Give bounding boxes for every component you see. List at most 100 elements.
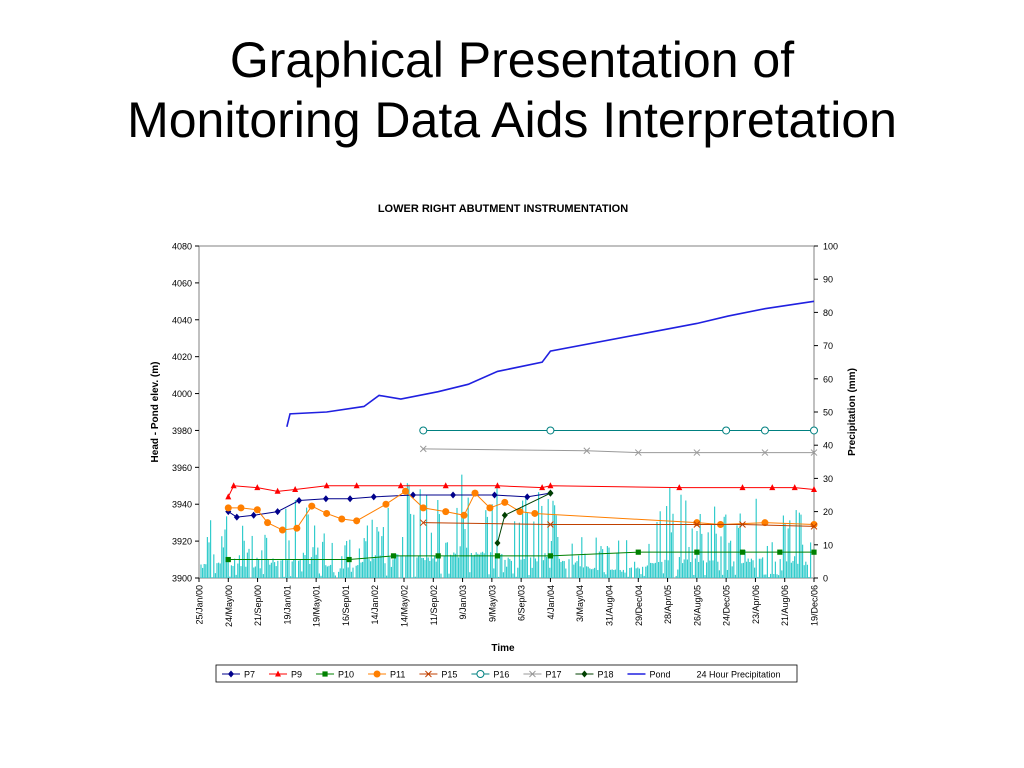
x-tick-label: 19/May/01 bbox=[312, 585, 322, 627]
legend: P7 P9 P10 P11 P15 P16 P17 P18 Pond 24 Hour Precip… bbox=[222, 670, 781, 680]
data-point-p9 bbox=[791, 484, 798, 491]
data-point-p11 bbox=[293, 524, 301, 532]
legend-item-p11: P11 bbox=[368, 670, 405, 680]
y-tick-label: 4000 bbox=[172, 389, 192, 399]
y2-tick-label: 80 bbox=[823, 308, 833, 318]
data-point-p10 bbox=[346, 556, 352, 563]
data-point-p7 bbox=[370, 493, 377, 501]
marker-stroke bbox=[425, 670, 432, 678]
data-point-p11 bbox=[419, 504, 427, 512]
slide-title-line-2: Monitoring Data Aids Interpretation bbox=[127, 92, 897, 148]
marker-stroke bbox=[419, 519, 427, 527]
data-point-p16 bbox=[722, 426, 731, 435]
data-point-p18 bbox=[501, 511, 508, 519]
series-line-p17 bbox=[423, 448, 814, 454]
x-tick-label: 21/Sep/00 bbox=[253, 585, 263, 626]
data-point-p7 bbox=[233, 513, 240, 521]
x-tick-label: 14/Jan/02 bbox=[370, 585, 380, 625]
data-point-p11 bbox=[531, 509, 539, 517]
x-tick-label: 21/Aug/06 bbox=[780, 585, 790, 626]
data-point-p9 bbox=[225, 493, 232, 500]
x-tick-label: 26/Aug/05 bbox=[692, 585, 702, 626]
series-p17 bbox=[419, 445, 818, 456]
data-point-p11 bbox=[278, 526, 286, 534]
data-point-p11 bbox=[353, 517, 361, 525]
marker-stroke bbox=[634, 449, 642, 456]
legend-label: P17 bbox=[545, 670, 561, 680]
legend-marker bbox=[373, 670, 381, 678]
data-point-p7 bbox=[491, 491, 498, 499]
marker-stroke bbox=[693, 449, 701, 456]
x-tick-label: 19/Dec/06 bbox=[810, 585, 820, 626]
series-p10 bbox=[225, 549, 817, 563]
y-tick-label: 3960 bbox=[172, 463, 192, 473]
data-point-p17 bbox=[693, 449, 701, 456]
data-point-p9 bbox=[397, 482, 404, 489]
legend-item-p15: P15 bbox=[419, 670, 457, 680]
y-tick-label: 3900 bbox=[172, 574, 192, 584]
data-point-p7 bbox=[347, 495, 354, 503]
data-point-p7 bbox=[296, 497, 303, 505]
series-layer bbox=[224, 300, 818, 563]
precipitation-layer bbox=[200, 474, 812, 578]
series-line-pond bbox=[286, 300, 815, 427]
y2-axis-label: Precipitation (mm) bbox=[847, 368, 858, 456]
data-point-p18 bbox=[547, 489, 554, 497]
data-point-p10 bbox=[777, 549, 783, 555]
y-axis-label: Head - Pond elev. (m) bbox=[150, 362, 161, 463]
data-point-p11 bbox=[486, 504, 494, 512]
x-tick-label: 31/Aug/04 bbox=[605, 585, 615, 626]
x-tick-label: 3/May/04 bbox=[575, 585, 585, 622]
x-tick-label: 6/Sep/03 bbox=[517, 585, 527, 621]
data-point-p11 bbox=[253, 506, 261, 514]
data-point-p11 bbox=[224, 504, 232, 512]
data-point-p11 bbox=[338, 515, 346, 523]
chart-title: LOWER RIGHT ABUTMENT INSTRUMENTATION bbox=[378, 203, 628, 215]
legend-item-p18: P18 bbox=[575, 670, 613, 680]
data-point-p7 bbox=[410, 491, 417, 499]
data-point-p11 bbox=[264, 519, 272, 527]
data-point-p7 bbox=[450, 491, 457, 499]
data-point-p17 bbox=[810, 449, 818, 456]
x-tick-label: 9/Jan/03 bbox=[458, 585, 468, 620]
data-point-p11 bbox=[471, 489, 479, 497]
x-axis-label: Time bbox=[491, 643, 515, 654]
x-tick-label: 16/Sep/01 bbox=[341, 585, 351, 626]
data-point-p9 bbox=[353, 482, 360, 489]
data-point-p9 bbox=[254, 484, 261, 491]
series-p16 bbox=[419, 426, 818, 435]
data-point-p11 bbox=[382, 500, 390, 508]
y2-tick-label: 10 bbox=[823, 540, 833, 550]
data-point-p17 bbox=[419, 445, 427, 453]
data-point-p10 bbox=[225, 556, 231, 563]
data-point-p10 bbox=[739, 549, 746, 555]
legend-label: P15 bbox=[441, 670, 457, 680]
data-point-p9 bbox=[811, 485, 817, 492]
y2-tick-label: 30 bbox=[823, 474, 833, 484]
data-point-p11 bbox=[442, 508, 450, 516]
data-point-p11 bbox=[308, 502, 316, 510]
legend-label: P18 bbox=[597, 670, 613, 680]
x-tick-label: 4/Jan/04 bbox=[546, 585, 556, 620]
data-point-p7 bbox=[250, 511, 257, 519]
data-point-p17 bbox=[634, 449, 642, 456]
legend-item-p16: P16 bbox=[471, 670, 509, 680]
y2-tick-label: 50 bbox=[823, 408, 833, 418]
data-point-p15 bbox=[693, 521, 701, 528]
data-point-p9 bbox=[323, 482, 330, 489]
y-tick-label: 4060 bbox=[172, 278, 192, 288]
data-point-p10 bbox=[694, 549, 700, 555]
legend-marker bbox=[228, 670, 234, 678]
legend-marker bbox=[581, 670, 588, 678]
data-point-p11 bbox=[401, 487, 409, 495]
x-tick-label: 11/Sep/02 bbox=[429, 585, 439, 625]
x-tick-label: 24/May/00 bbox=[224, 585, 234, 627]
legend-marker bbox=[476, 670, 485, 678]
data-point-p9 bbox=[539, 484, 546, 491]
legend-label: P9 bbox=[291, 670, 302, 680]
data-point-p16 bbox=[810, 426, 818, 435]
axes-layer: 3900392039403960398040004020404040604080… bbox=[172, 242, 838, 628]
data-point-p10 bbox=[390, 553, 397, 559]
data-point-p10 bbox=[811, 549, 817, 555]
